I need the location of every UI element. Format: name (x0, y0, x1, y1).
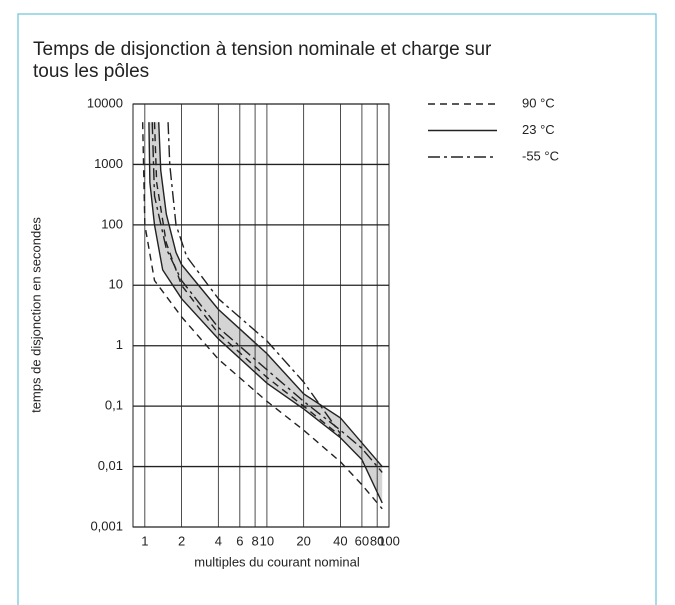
y-axis-label: temps de disjonction en secondes (28, 217, 43, 413)
x-tick-label: 100 (378, 533, 400, 548)
y-tick-label: 0,01 (98, 458, 123, 473)
x-tick-label: 10 (260, 533, 274, 548)
chart-title: Temps de disjonction à tension nominale … (33, 39, 492, 82)
x-tick-label: 20 (296, 533, 310, 548)
x-tick-label: 4 (215, 533, 222, 548)
legend-label: 23 °C (522, 122, 555, 137)
x-tick-label: 1 (141, 533, 148, 548)
y-tick-label: 0,1 (105, 398, 123, 413)
y-tick-label: 1 (116, 337, 123, 352)
x-tick-label: 40 (333, 533, 347, 548)
legend-label: 90 °C (522, 95, 555, 110)
x-tick-label: 2 (178, 533, 185, 548)
y-tick-label: 10 (109, 277, 123, 292)
curve-lower (148, 122, 383, 504)
x-tick-label: 8 (251, 533, 258, 548)
curve-upper (167, 122, 341, 435)
legend-label: -55 °C (522, 148, 559, 163)
frame (17, 13, 657, 605)
curve-lower (151, 122, 383, 473)
y-tick-label: 1000 (94, 156, 123, 171)
plot-area (132, 103, 390, 528)
y-tick-label: 100 (101, 216, 123, 231)
y-tick-label: 0,001 (90, 518, 123, 533)
x-tick-label: 80 (370, 533, 384, 548)
curve-upper (153, 122, 341, 437)
x-axis-label: multiples du courant nominal (194, 554, 360, 569)
curve-upper (158, 122, 383, 468)
x-tick-label: 60 (355, 533, 369, 548)
curve-lower (141, 122, 383, 510)
y-tick-label: 10000 (87, 95, 123, 110)
x-tick-label: 6 (236, 533, 243, 548)
band-fill (148, 122, 383, 503)
